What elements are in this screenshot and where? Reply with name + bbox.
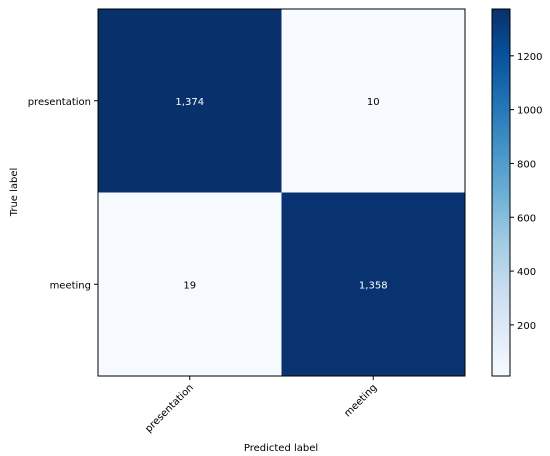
y-tick-label: meeting (50, 280, 91, 291)
cell-value-label: 1,374 (175, 97, 204, 108)
heatmap-cell (98, 192, 282, 376)
x-tick-label: presentation (143, 382, 196, 435)
cell-value-label: 10 (367, 97, 380, 108)
colorbar-ticks: 200 400 600 800 1000 1200 (510, 52, 542, 332)
colorbar-tick-label: 200 (517, 321, 536, 332)
x-axis-label: Predicted label (244, 443, 318, 454)
colorbar-tick-label: 1200 (517, 52, 542, 63)
cell-value-label: 1,358 (359, 280, 388, 291)
cell-value-label: 19 (183, 280, 196, 291)
plot-frame (97, 8, 466, 377)
x-tick-label: meeting (342, 382, 379, 419)
x-axis-ticks: presentation meeting (143, 376, 379, 435)
y-axis-label: True label (9, 168, 20, 218)
colorbar (491, 8, 511, 377)
colorbar-tick-label: 600 (517, 213, 536, 224)
colorbar-tick-label: 800 (517, 159, 536, 170)
heatmap-cell (281, 9, 465, 193)
heatmap-cells (98, 9, 465, 376)
heatmap-cell-labels: 1,374 10 19 1,358 (175, 97, 387, 292)
y-axis-ticks: presentation meeting (28, 97, 98, 291)
heatmap-cell (98, 9, 282, 193)
colorbar-tick-label: 1000 (517, 106, 542, 117)
heatmap-cell (281, 192, 465, 376)
y-tick-label: presentation (28, 97, 91, 108)
colorbar-tick-label: 400 (517, 267, 536, 278)
